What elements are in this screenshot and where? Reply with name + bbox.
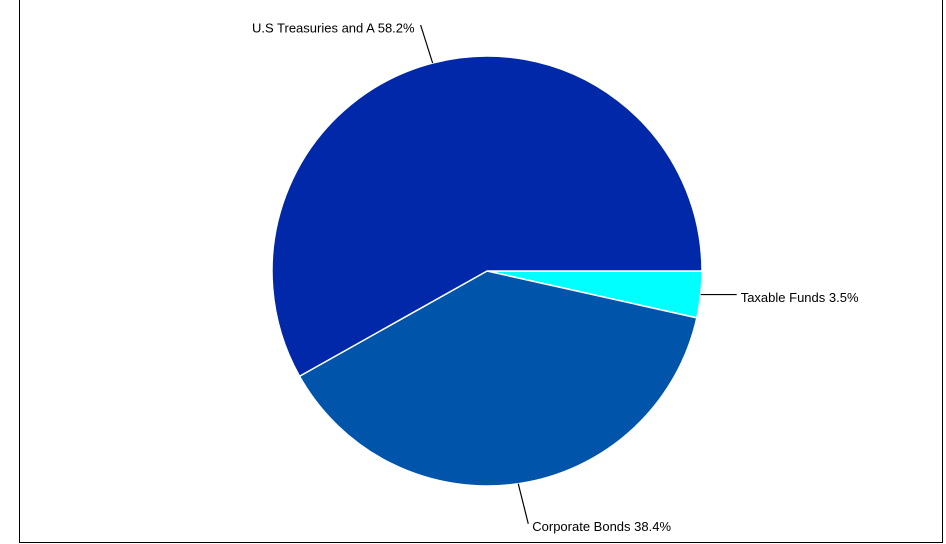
leader-line-u-s-treasuries-and-a	[420, 24, 434, 64]
leader-lines	[420, 24, 737, 524]
slice-label-taxable-funds: Taxable Funds 3.5%	[741, 290, 859, 305]
slice-labels: Taxable Funds 3.5% Corporate Bonds 38.4% U…	[252, 20, 859, 534]
slice-label-corporate-bonds: Corporate Bonds 38.4%	[532, 519, 671, 534]
pie-slices	[271, 55, 703, 487]
chart-frame: Taxable Funds 3.5% Corporate Bonds 38.4% U…	[19, 0, 943, 543]
slice-label-u-s-treasuries-and-a: U.S Treasuries and A 58.2%	[252, 20, 415, 35]
pie-slice-u-s-treasuries-and-a	[271, 55, 703, 378]
pie-slice-corporate-bonds	[298, 270, 698, 487]
leader-line-corporate-bonds	[517, 483, 529, 524]
pie-chart: Taxable Funds 3.5% Corporate Bonds 38.4% U…	[252, 20, 859, 534]
